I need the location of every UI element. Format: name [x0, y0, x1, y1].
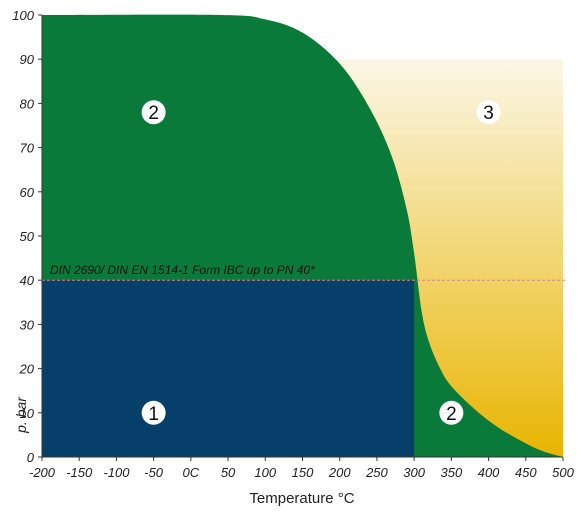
x-axis-title: Temperature °C [249, 490, 354, 507]
y-tick-label: 60 [20, 185, 35, 200]
x-tick-label: 50 [221, 465, 236, 480]
zone-label-text: 2 [446, 404, 457, 425]
y-tick-label: 30 [20, 317, 35, 332]
y-tick-label: 70 [20, 141, 35, 156]
y-tick-label: 0 [27, 450, 35, 465]
zone-label-text: 2 [148, 103, 159, 124]
y-tick-label: 40 [20, 273, 35, 288]
zone-label-circle [476, 100, 501, 125]
x-axis: -200 -150 -100 -50 0C 50 100 150 200 250 300 350 400… [29, 456, 575, 480]
y-tick-label: 90 [20, 52, 35, 67]
pn40-reference-label: DIN 2690/ DIN EN 1514-1 Form IBC up to P… [50, 263, 315, 277]
x-tick-label: -50 [144, 465, 164, 480]
y-tick-label: 50 [20, 229, 35, 244]
x-tick-label: 250 [365, 465, 388, 480]
zone-labels: 1 2 2 3 [141, 100, 501, 425]
x-tick-label: 300 [403, 465, 425, 480]
zone-label-circle [141, 400, 166, 425]
y-tick-label: 10 [20, 406, 35, 421]
x-tick-label: 350 [441, 465, 463, 480]
zone-label-text: 1 [148, 404, 159, 425]
zone-label-text: 3 [483, 103, 494, 124]
x-tick-label: 450 [515, 465, 537, 480]
x-tick-label: 200 [328, 465, 351, 480]
x-tick-label: 150 [292, 465, 314, 480]
y-tick-label: 80 [20, 96, 35, 111]
x-tick-label: -100 [103, 465, 130, 480]
zone-label-2: 2 [141, 100, 166, 125]
x-tick-label: 500 [552, 465, 574, 480]
zone-label-circle [439, 400, 464, 425]
y-axis-title: p. bar [13, 396, 29, 434]
x-tick-label: 400 [478, 465, 500, 480]
x-tick-label: 100 [254, 465, 276, 480]
zone-1-area [42, 280, 415, 457]
x-tick-label: -150 [66, 465, 93, 480]
x-tick-label: -200 [29, 465, 56, 480]
y-tick-label: 100 [12, 8, 34, 23]
zone-label-circle [141, 100, 166, 125]
y-tick-label: 20 [19, 362, 35, 377]
zone-label-2: 2 [439, 400, 464, 425]
zone-label-1: 1 [141, 400, 166, 425]
x-tick-label: 0C [183, 465, 200, 480]
zone-label-3: 3 [476, 100, 501, 125]
y-axis: 0 10 20 30 40 50 60 70 80 90 100 [12, 8, 43, 465]
